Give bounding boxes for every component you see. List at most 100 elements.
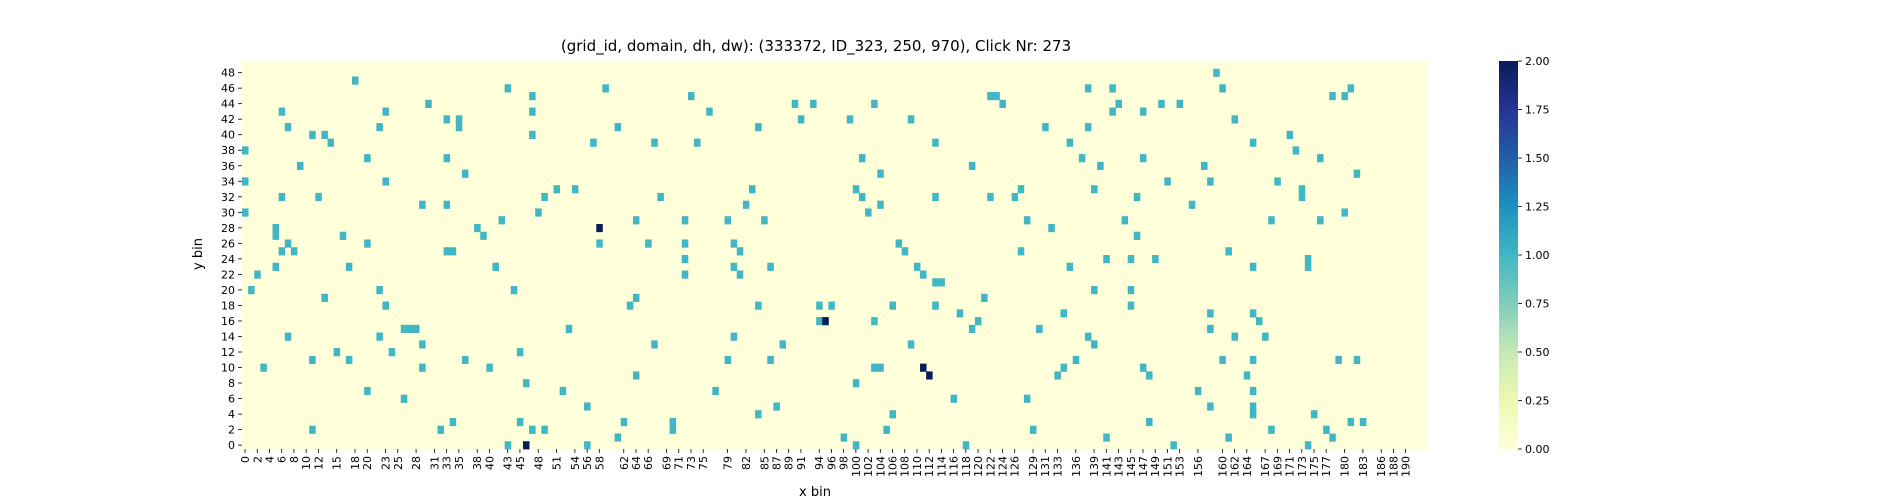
x-tick-label: 0 [239,456,252,463]
x-tick-label: 104 [874,456,887,477]
heatmap-cell [626,301,634,310]
heatmap-cell [858,192,866,202]
heatmap-cell [1139,363,1147,372]
x-tick-label: 25 [392,456,405,470]
heatmap-cell [1317,154,1324,163]
heatmap-cell [840,433,848,442]
heatmap-cell [865,208,872,217]
heatmap-cell [535,208,542,217]
heatmap-cell [1231,332,1239,341]
colorbar-tick-label: 1.50 [1525,152,1550,165]
heatmap-cell [1078,154,1086,163]
heatmap-cell [968,324,976,333]
heatmap-cell [529,107,536,116]
x-tick-label: 131 [1039,456,1052,477]
heatmap-cell [1054,371,1061,380]
heatmap-cell [767,262,774,271]
heatmap-cell [852,441,860,450]
y-tick-label: 30 [221,206,235,219]
heatmap-cell [541,192,548,202]
x-tick-label: 98 [838,456,851,470]
heatmap-cell [1317,216,1324,225]
heatmap-cell [376,286,383,295]
x-tick-label: 10 [300,456,313,470]
heatmap-cell [993,92,1000,101]
x-tick-label: 129 [1027,456,1040,477]
heatmap-cell [687,92,695,101]
heatmap-cell [443,154,451,163]
y-tick-label: 36 [221,160,235,173]
x-tick-label: 6 [276,456,289,463]
x-tick-label: 62 [618,456,631,470]
heatmap-cell [309,130,316,139]
y-axis-label: y bin [191,238,206,270]
heatmap-cell [449,417,457,427]
y-tick-label: 14 [221,330,235,343]
heatmap-cell [889,301,896,310]
y-tick-label: 42 [221,113,235,126]
heatmap-cell [1213,68,1220,77]
colorbar-tick-label: 0.25 [1525,395,1550,408]
heatmap-cell [852,185,860,194]
heatmap-cell [791,99,799,108]
heatmap-cell [632,293,640,302]
heatmap-cell [492,262,499,271]
heatmap-cell [730,332,738,341]
x-tick-label: 4 [263,456,276,463]
heatmap-cell [681,255,689,264]
heatmap-cell [932,301,939,310]
heatmap-cell [596,239,603,248]
x-tick-label: 180 [1339,456,1352,477]
heatmap-cell [1127,286,1135,295]
x-tick-label: 45 [514,456,527,470]
heatmap-cell [962,441,970,450]
heatmap-cell [1066,138,1074,147]
heatmap-cell [632,216,640,225]
heatmap-cell [950,394,958,403]
heatmap-cell [1017,185,1025,194]
heatmap-cell [284,332,292,341]
x-tick-label: 71 [673,456,686,470]
heatmap-cell [632,371,640,380]
heatmap-cell [1249,138,1257,147]
x-tick-label: 89 [783,456,796,470]
heatmap-cell [455,115,463,124]
heatmap-cell [443,115,451,124]
heatmap-cell [651,340,658,349]
x-tick-label: 147 [1137,456,1150,477]
heatmap-cell [290,247,298,256]
heatmap-cell [871,317,878,326]
heatmap-cell [724,216,732,225]
heatmap-cell [968,161,976,171]
heatmap-cell [1127,255,1135,264]
heatmap-cell [1225,247,1232,256]
heatmap-cell [461,355,469,365]
heatmap-cell [694,138,701,147]
heatmap-cell [419,363,426,372]
heatmap-cell [724,355,732,365]
x-tick-label: 153 [1174,456,1187,477]
x-tick-label: 56 [581,456,594,470]
heatmap-cell [932,278,939,287]
heatmap-cell [1207,402,1214,411]
heatmap-cell [1347,417,1355,427]
y-tick-label: 4 [228,408,235,421]
y-tick-label: 38 [221,144,235,157]
x-tick-label: 102 [862,456,875,477]
heatmap-cell [565,324,573,333]
colorbar-tick-label: 0.00 [1525,443,1550,456]
heatmap-cell [706,107,713,116]
x-tick-label: 141 [1100,456,1113,477]
x-tick-label: 190 [1400,456,1413,477]
heatmap-cell [1286,130,1294,139]
heatmap-cell [510,286,518,295]
heatmap-cell [1249,402,1257,411]
x-tick-label: 145 [1125,456,1138,477]
colorbar-tick-label: 1.00 [1525,249,1550,262]
heatmap-cell [1359,417,1367,427]
heatmap-cell [761,216,768,225]
heatmap-cell [1023,394,1031,403]
y-tick-label: 16 [221,315,235,328]
heatmap-cell [1329,433,1336,442]
x-tick-label: 31 [428,456,441,470]
